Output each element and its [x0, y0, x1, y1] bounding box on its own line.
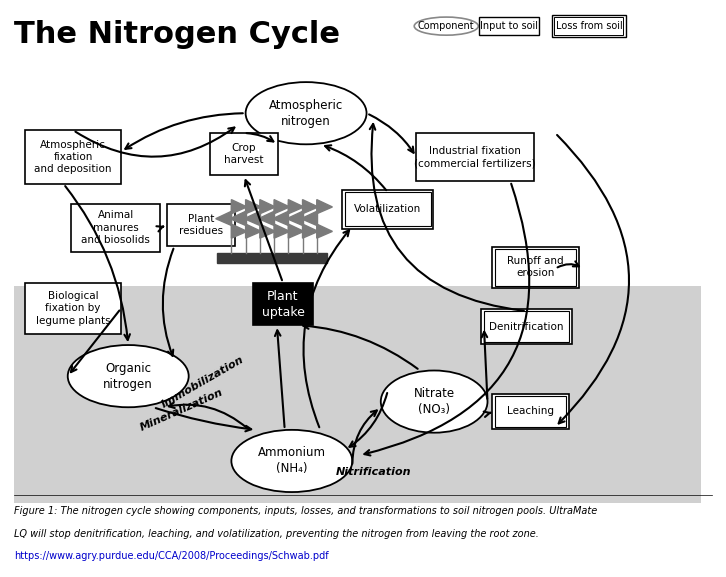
Text: LQ will stop denitrification, leaching, and volatilization, preventing the nitro: LQ will stop denitrification, leaching, …: [15, 529, 539, 539]
Text: Plant
residues: Plant residues: [179, 213, 223, 236]
Text: Input to soil: Input to soil: [480, 21, 538, 31]
Polygon shape: [274, 200, 290, 213]
Bar: [210, 133, 277, 175]
Bar: [494, 396, 566, 427]
Bar: [71, 204, 160, 252]
Text: https://www.agry.purdue.edu/CCA/2008/Proceedings/Schwab.pdf: https://www.agry.purdue.edu/CCA/2008/Pro…: [15, 552, 329, 561]
Bar: [494, 249, 576, 286]
Polygon shape: [232, 200, 247, 213]
Ellipse shape: [68, 345, 189, 407]
Text: Loss from soil: Loss from soil: [555, 21, 622, 31]
Bar: [479, 17, 539, 35]
Polygon shape: [245, 224, 261, 238]
Bar: [25, 130, 121, 184]
Text: Volatilization: Volatilization: [354, 204, 422, 214]
Bar: [552, 15, 627, 38]
Polygon shape: [287, 211, 303, 226]
Bar: [167, 204, 235, 246]
Text: Crop
harvest: Crop harvest: [224, 143, 264, 166]
Polygon shape: [260, 224, 275, 238]
Text: Atmospheric
fixation
and deposition: Atmospheric fixation and deposition: [34, 140, 112, 174]
Polygon shape: [288, 224, 304, 238]
Polygon shape: [301, 211, 317, 226]
Bar: [492, 246, 579, 288]
Ellipse shape: [245, 82, 367, 144]
Polygon shape: [274, 224, 290, 238]
Polygon shape: [216, 211, 232, 226]
Text: Animal
manures
and biosolids: Animal manures and biosolids: [81, 210, 150, 245]
Bar: [417, 133, 534, 181]
Text: Organic
nitrogen: Organic nitrogen: [103, 362, 153, 391]
Polygon shape: [230, 211, 245, 226]
Ellipse shape: [415, 17, 478, 35]
Text: Biological
fixation by
legume plants: Biological fixation by legume plants: [36, 291, 110, 325]
Polygon shape: [273, 211, 288, 226]
Text: Nitrification: Nitrification: [336, 467, 412, 477]
Bar: [492, 394, 568, 429]
Polygon shape: [244, 211, 260, 226]
Polygon shape: [245, 200, 261, 213]
Text: Leaching: Leaching: [507, 406, 554, 417]
Bar: [15, 286, 701, 503]
Text: Component: Component: [418, 21, 475, 31]
Ellipse shape: [380, 370, 488, 433]
Text: Ammonium
(NH₄): Ammonium (NH₄): [258, 447, 326, 475]
Text: Denitrification: Denitrification: [489, 321, 564, 332]
Text: Atmospheric
nitrogen: Atmospheric nitrogen: [269, 99, 343, 128]
Polygon shape: [232, 224, 247, 238]
Bar: [253, 283, 313, 325]
Text: Runoff and
erosion: Runoff and erosion: [507, 256, 564, 279]
Ellipse shape: [232, 430, 352, 492]
Text: Nitrate
(NO₃): Nitrate (NO₃): [414, 387, 454, 416]
Text: Immobilization: Immobilization: [160, 354, 246, 410]
Bar: [484, 311, 569, 342]
Bar: [555, 17, 624, 35]
Bar: [343, 190, 433, 228]
Text: Figure 1: The nitrogen cycle showing components, inputs, losses, and transformat: Figure 1: The nitrogen cycle showing com…: [15, 506, 597, 516]
Polygon shape: [317, 224, 333, 238]
Text: Plant
uptake: Plant uptake: [261, 290, 304, 319]
Text: Mineralization: Mineralization: [139, 387, 224, 433]
Polygon shape: [288, 200, 304, 213]
Bar: [481, 309, 572, 344]
Bar: [217, 253, 327, 263]
Text: Industrial fixation
(commercial fertilizers): Industrial fixation (commercial fertiliz…: [415, 146, 536, 168]
Polygon shape: [260, 200, 275, 213]
Text: The Nitrogen Cycle: The Nitrogen Cycle: [15, 20, 340, 49]
Polygon shape: [317, 200, 333, 213]
Polygon shape: [303, 224, 318, 238]
Polygon shape: [303, 200, 318, 213]
Bar: [346, 192, 431, 226]
Bar: [25, 283, 121, 334]
Polygon shape: [258, 211, 274, 226]
